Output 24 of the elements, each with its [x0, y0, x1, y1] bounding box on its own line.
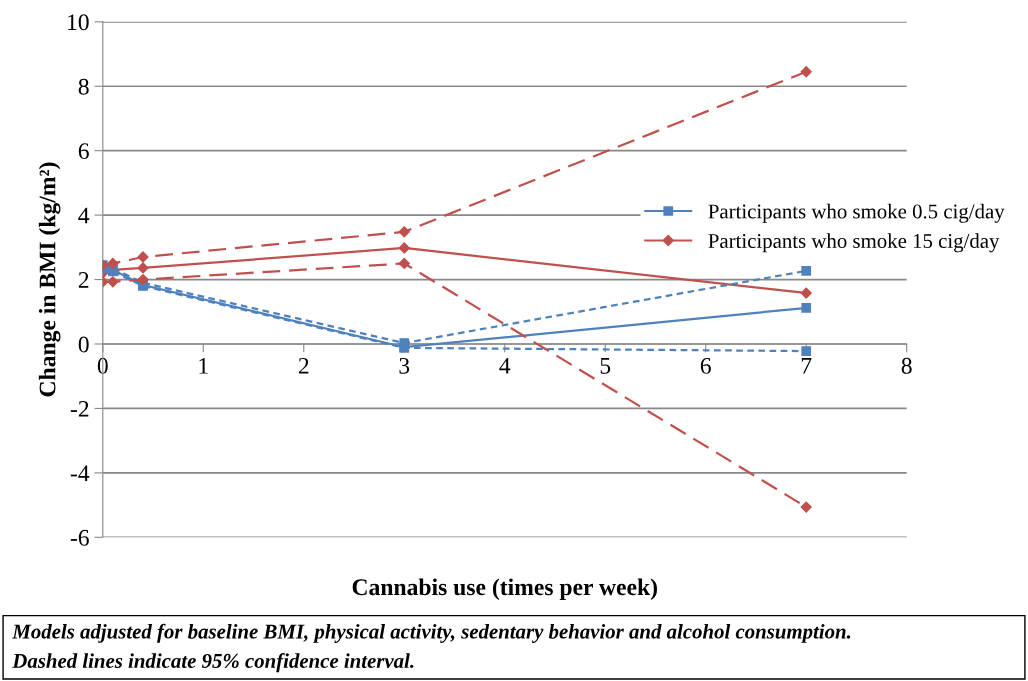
text: Dashed lines indicate 95% confidence interval.: [12, 653, 414, 673]
y-tick-label: -2: [70, 400, 89, 417]
x-tick-label: 5: [600, 358, 611, 374]
y-tick-label: -4: [70, 465, 90, 482]
x-tick-label: 7: [801, 358, 812, 374]
x-tick-label: 2: [298, 357, 309, 374]
y-tick-label: -6: [70, 529, 89, 546]
text: Models adjusted for baseline BMI, physical activity, sedentary behavior and alcohol consumption.: [12, 623, 851, 643]
y-tick-label: 0: [78, 336, 89, 353]
y-tick-label: 2: [78, 272, 89, 288]
x-tick-label: 6: [700, 357, 711, 374]
y-tick-label: 8: [78, 78, 89, 95]
y-tick-label: 10: [68, 14, 89, 31]
x-tick-label: 1: [199, 357, 208, 374]
y-tick-label: 6: [78, 143, 89, 160]
x-tick-label: 4: [499, 358, 511, 374]
y-axis-title: Change in BMI (kg/m²): [38, 162, 61, 397]
x-axis-title: Cannabis use (times per week): [352, 578, 657, 600]
x-tick-label: 0: [97, 357, 108, 374]
legend-label: Participants who smoke 0.5 cig/day: [708, 203, 1005, 223]
x-tick-label: 8: [901, 357, 912, 374]
x-tick-label: 3: [399, 357, 410, 374]
y-tick-label: 4: [78, 207, 90, 224]
legend-label: Participants who smoke 15 cig/day: [708, 233, 1000, 253]
